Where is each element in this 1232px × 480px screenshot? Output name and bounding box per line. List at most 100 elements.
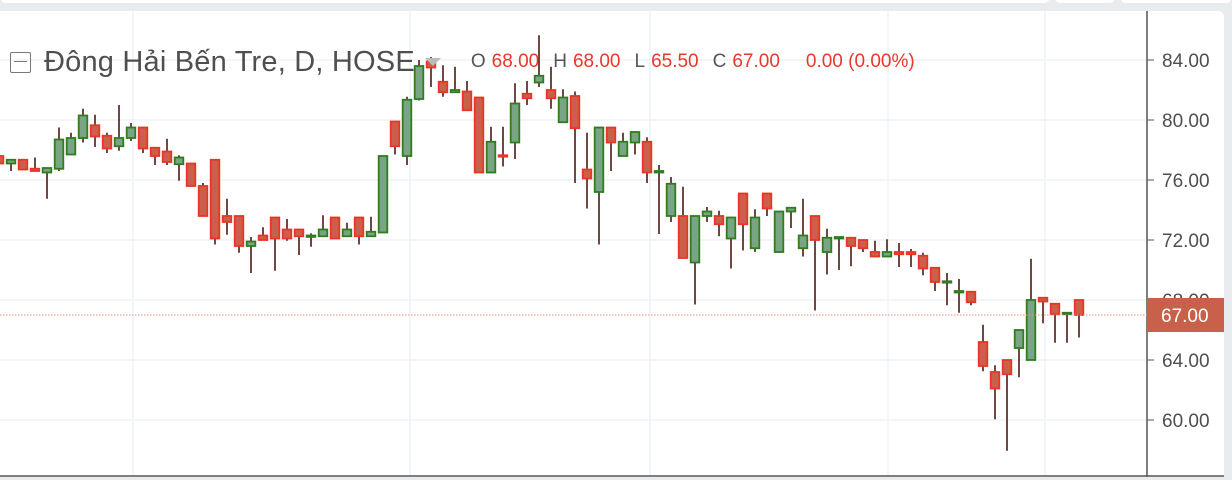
candle-down bbox=[209, 158, 221, 240]
candle-up bbox=[65, 137, 77, 156]
candle-down bbox=[605, 126, 617, 144]
candle-up bbox=[617, 140, 629, 157]
candle-down bbox=[17, 158, 29, 171]
candle-up bbox=[749, 216, 761, 250]
candle-up bbox=[533, 74, 545, 84]
candle-up bbox=[881, 251, 893, 258]
candle-down bbox=[161, 150, 173, 163]
high-label: H bbox=[553, 51, 567, 72]
toolbar-tab bbox=[1120, 0, 1232, 3]
high-value: 68.00 bbox=[572, 51, 621, 72]
candle-down bbox=[845, 236, 857, 247]
candle-up bbox=[305, 234, 317, 238]
y-axis-tick-label: 84.00 bbox=[1162, 51, 1210, 72]
open-label: O bbox=[470, 51, 486, 72]
candle-down bbox=[521, 92, 533, 100]
candle-down bbox=[917, 254, 929, 270]
low-label: L bbox=[634, 51, 646, 72]
last-price-label-bg bbox=[1147, 298, 1224, 332]
close-label: C bbox=[712, 51, 727, 72]
candle-up bbox=[653, 170, 665, 174]
candle-up bbox=[509, 102, 521, 144]
candle-down bbox=[149, 146, 161, 157]
candle-down bbox=[893, 251, 905, 256]
candle-up bbox=[689, 215, 701, 264]
series-legend: Đông Hải Bến Tre, D, HOSE O 68.00 H 68.0… bbox=[10, 44, 915, 80]
last-price-label: 67.00 bbox=[1161, 306, 1209, 327]
candle-down bbox=[989, 371, 1001, 390]
candle-up bbox=[557, 96, 569, 124]
candle-down bbox=[977, 341, 989, 367]
candle-up bbox=[173, 156, 185, 166]
y-axis-tick-label: 72.00 bbox=[1162, 231, 1210, 252]
candle-up bbox=[77, 114, 89, 139]
candle-down bbox=[569, 95, 581, 130]
open-value: 68.00 bbox=[491, 51, 540, 72]
candle-up bbox=[629, 131, 641, 144]
top-toolbar-strip bbox=[0, 0, 1232, 11]
candle-up bbox=[773, 210, 785, 253]
candle-up bbox=[701, 210, 713, 217]
candle-down bbox=[137, 126, 149, 150]
change-value: 0.00 (0.00%) bbox=[805, 51, 915, 72]
candle-down bbox=[497, 154, 509, 158]
candle-down bbox=[185, 162, 197, 187]
candle-up bbox=[665, 182, 677, 217]
candle-up bbox=[1025, 299, 1037, 361]
candle-up bbox=[821, 236, 833, 253]
candle-up bbox=[53, 138, 65, 170]
candle-up bbox=[125, 126, 137, 139]
candle-down bbox=[101, 134, 113, 150]
candle-up bbox=[941, 280, 953, 284]
candle-down bbox=[293, 228, 305, 238]
candle-up bbox=[401, 98, 413, 157]
candle-down bbox=[965, 290, 977, 304]
candle-down bbox=[1001, 359, 1013, 376]
candle-down bbox=[197, 185, 209, 217]
candle-down bbox=[641, 140, 653, 174]
candle-up bbox=[833, 236, 845, 240]
toolbar-tab bbox=[0, 0, 1050, 3]
candle-up bbox=[317, 228, 329, 238]
candle-up bbox=[365, 230, 377, 238]
candle-down bbox=[905, 251, 917, 256]
close-value: 67.00 bbox=[732, 51, 780, 72]
collapse-legend-icon[interactable] bbox=[10, 51, 31, 73]
symbol-title[interactable]: Đông Hải Bến Tre, D, HOSE bbox=[44, 45, 415, 78]
candle-down bbox=[0, 155, 5, 165]
candle-down bbox=[257, 234, 269, 241]
candle-down bbox=[437, 80, 449, 94]
symbol-dropdown-caret-icon[interactable] bbox=[424, 58, 441, 66]
candle-down bbox=[29, 167, 41, 172]
candle-up bbox=[593, 126, 605, 193]
candle-down bbox=[737, 192, 749, 226]
candle-up bbox=[245, 240, 257, 247]
candle-down bbox=[1037, 296, 1049, 303]
candle-down bbox=[221, 215, 233, 223]
candle-down bbox=[233, 215, 245, 247]
candle-down bbox=[269, 216, 281, 240]
candle-up bbox=[1013, 329, 1025, 349]
candle-down bbox=[389, 120, 401, 148]
toolbar-tab bbox=[1055, 0, 1115, 3]
candle-down bbox=[677, 215, 689, 259]
candle-down bbox=[1049, 302, 1061, 316]
candle-down bbox=[461, 90, 473, 112]
y-axis-tick-label: 80.00 bbox=[1162, 111, 1210, 132]
candle-up bbox=[449, 89, 461, 94]
candle-up bbox=[1061, 311, 1073, 316]
candlestick-chart[interactable]: 84.00 80.00 76.00 72.00 68.00 64.00 60.00 67.00 bbox=[0, 11, 1224, 477]
candle-down bbox=[473, 96, 485, 174]
candle-down bbox=[809, 215, 821, 241]
candle-up bbox=[5, 158, 17, 165]
chart-panel[interactable]: 84.00 80.00 76.00 72.00 68.00 64.00 60.00 67.00… bbox=[0, 11, 1224, 477]
candle-down bbox=[89, 124, 101, 138]
candle-down bbox=[1073, 299, 1085, 316]
candle-down bbox=[329, 216, 341, 240]
candle-up bbox=[953, 290, 965, 294]
candle-down bbox=[857, 239, 869, 250]
candle-down bbox=[713, 215, 725, 226]
candle-down bbox=[353, 216, 365, 238]
candle-up bbox=[797, 234, 809, 250]
candle-down bbox=[281, 228, 293, 240]
